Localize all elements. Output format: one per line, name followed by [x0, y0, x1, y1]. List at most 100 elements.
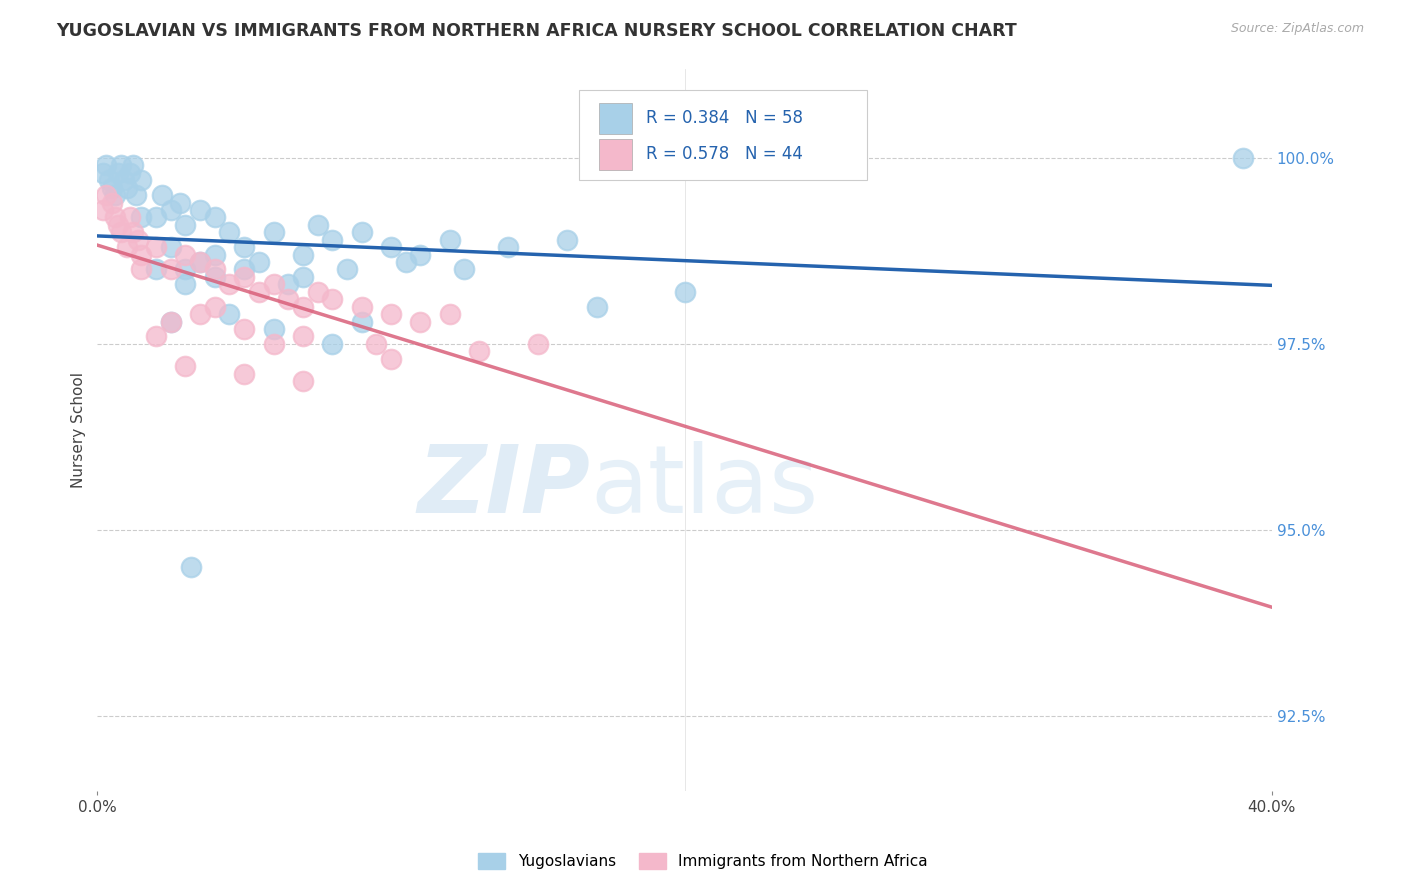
Point: [180, 560, 202, 574]
Point: [321, 337, 343, 351]
Point: [115, 240, 138, 254]
Point: [291, 300, 314, 314]
Point: [145, 262, 167, 277]
Point: [131, 262, 153, 277]
Point: [131, 247, 153, 261]
Point: [150, 188, 173, 202]
Point: [263, 337, 285, 351]
Point: [188, 307, 211, 321]
Text: R = 0.384   N = 58: R = 0.384 N = 58: [645, 109, 803, 127]
Point: [145, 240, 167, 254]
Point: [118, 211, 141, 225]
Point: [174, 262, 197, 277]
Point: [1232, 151, 1254, 165]
Point: [366, 337, 388, 351]
Point: [263, 322, 285, 336]
Point: [233, 240, 256, 254]
Bar: [599, 139, 631, 169]
Point: [159, 262, 181, 277]
Legend: Yugoslavians, Immigrants from Northern Africa: Yugoslavians, Immigrants from Northern A…: [472, 847, 934, 875]
Point: [91, 202, 114, 217]
Text: Source: ZipAtlas.com: Source: ZipAtlas.com: [1230, 22, 1364, 36]
Point: [204, 247, 226, 261]
Point: [101, 180, 124, 194]
Point: [527, 337, 550, 351]
Text: atlas: atlas: [591, 442, 818, 533]
Point: [174, 218, 197, 232]
Point: [233, 322, 256, 336]
Point: [233, 367, 256, 381]
Point: [291, 374, 314, 388]
Point: [110, 225, 132, 239]
Point: [101, 195, 124, 210]
Point: [585, 300, 607, 314]
Point: [350, 300, 373, 314]
Point: [174, 247, 197, 261]
Point: [409, 247, 432, 261]
Point: [159, 315, 181, 329]
Point: [174, 277, 197, 292]
Point: [96, 188, 118, 202]
Point: [350, 225, 373, 239]
Point: [439, 233, 461, 247]
Text: YUGOSLAVIAN VS IMMIGRANTS FROM NORTHERN AFRICA NURSERY SCHOOL CORRELATION CHART: YUGOSLAVIAN VS IMMIGRANTS FROM NORTHERN …: [56, 22, 1017, 40]
Point: [218, 225, 240, 239]
Point: [124, 188, 146, 202]
Point: [307, 218, 329, 232]
Point: [233, 269, 256, 284]
Point: [277, 293, 299, 307]
Point: [98, 173, 121, 187]
Point: [204, 300, 226, 314]
Point: [188, 202, 211, 217]
Point: [204, 262, 226, 277]
Y-axis label: Nursery School: Nursery School: [72, 372, 86, 488]
Point: [145, 211, 167, 225]
Point: [107, 218, 129, 232]
Point: [104, 211, 127, 225]
Point: [107, 166, 129, 180]
Point: [307, 285, 329, 299]
Point: [350, 315, 373, 329]
Point: [380, 351, 402, 366]
Point: [174, 359, 197, 374]
Point: [263, 277, 285, 292]
Point: [336, 262, 359, 277]
Point: [263, 225, 285, 239]
Point: [121, 225, 143, 239]
Point: [159, 240, 181, 254]
Point: [233, 262, 256, 277]
Bar: [599, 103, 631, 134]
Point: [321, 293, 343, 307]
Point: [131, 173, 153, 187]
Point: [380, 307, 402, 321]
Point: [291, 329, 314, 343]
Point: [96, 158, 118, 172]
Point: [104, 188, 127, 202]
Point: [91, 166, 114, 180]
Point: [291, 269, 314, 284]
Point: [204, 211, 226, 225]
Point: [188, 255, 211, 269]
Point: [468, 344, 491, 359]
Point: [188, 255, 211, 269]
Point: [159, 202, 181, 217]
Point: [169, 195, 191, 210]
Point: [453, 262, 475, 277]
Point: [395, 255, 418, 269]
Point: [321, 233, 343, 247]
Point: [218, 307, 240, 321]
Point: [439, 307, 461, 321]
FancyBboxPatch shape: [579, 90, 866, 180]
Point: [159, 315, 181, 329]
Point: [247, 285, 270, 299]
Point: [498, 240, 520, 254]
Point: [131, 211, 153, 225]
Point: [145, 329, 167, 343]
Point: [115, 180, 138, 194]
Point: [247, 255, 270, 269]
Point: [121, 158, 143, 172]
Point: [110, 158, 132, 172]
Point: [291, 247, 314, 261]
Point: [409, 315, 432, 329]
Text: R = 0.578   N = 44: R = 0.578 N = 44: [645, 145, 803, 162]
